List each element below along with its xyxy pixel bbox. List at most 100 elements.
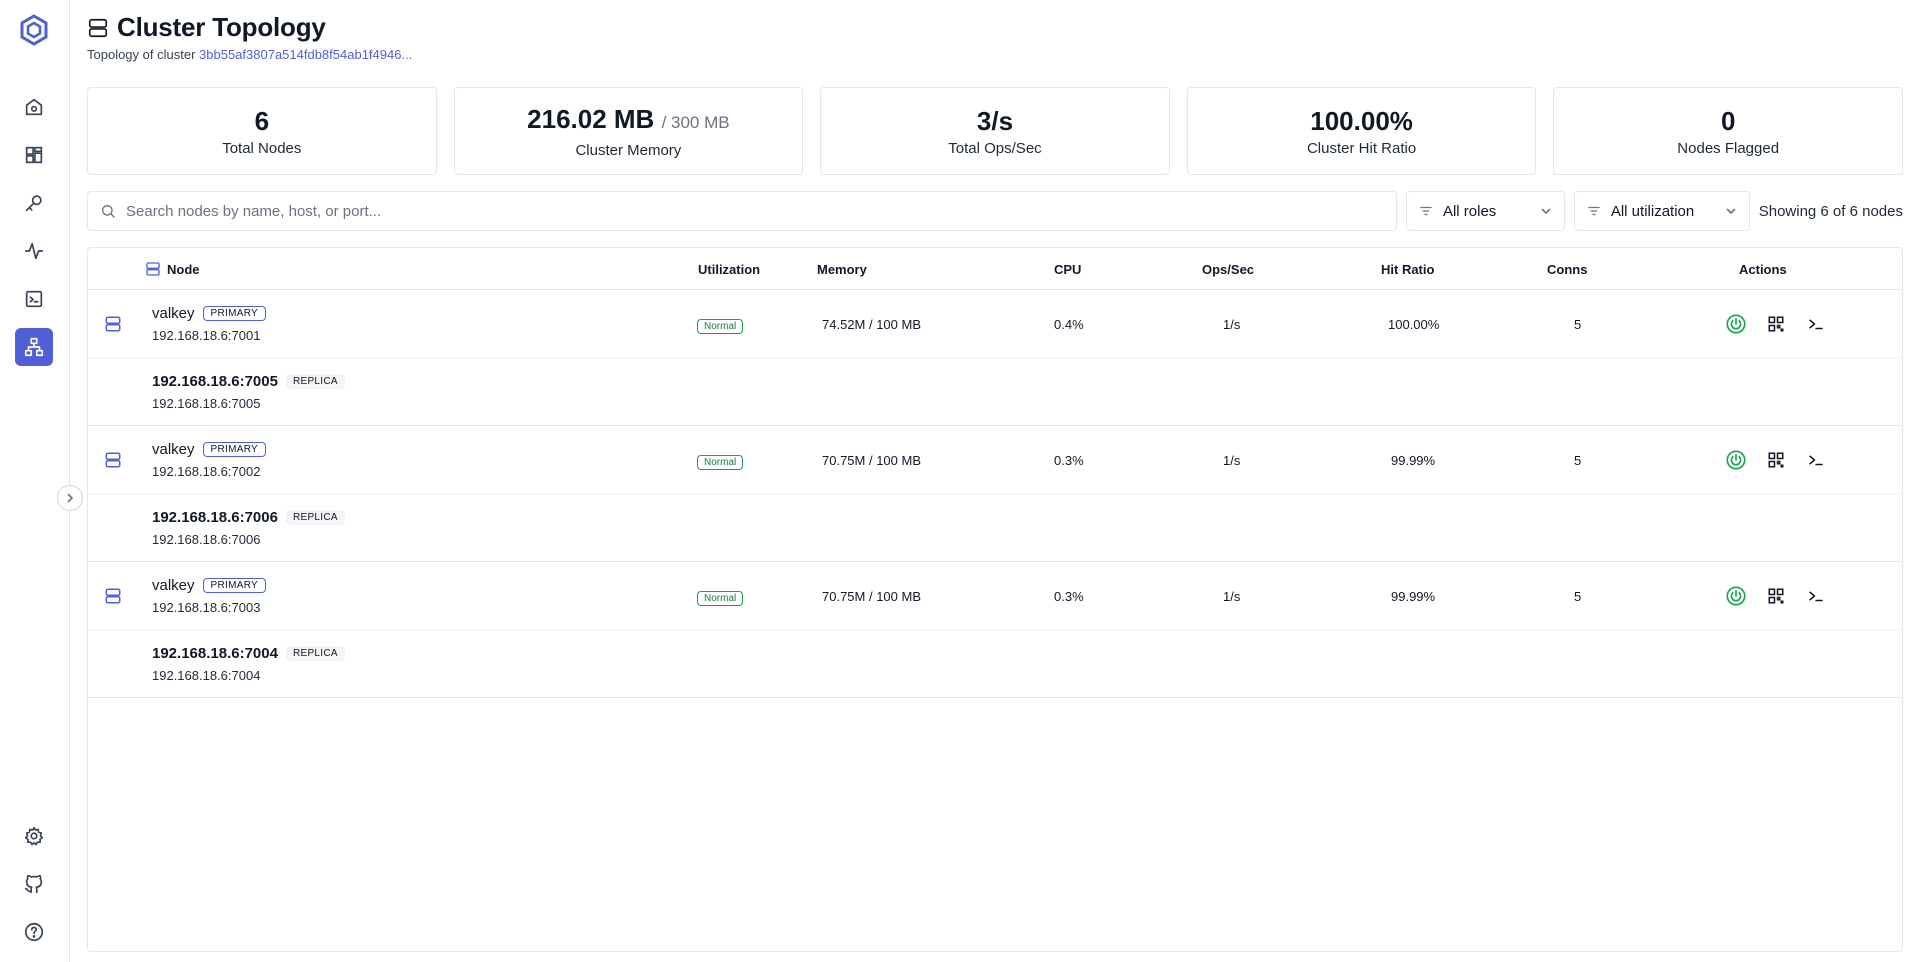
power-button[interactable] <box>1724 312 1748 336</box>
sidebar-item-topology[interactable] <box>15 328 53 366</box>
node-name: valkey <box>152 577 195 594</box>
role-badge-primary: PRIMARY <box>202 442 267 457</box>
server-icon <box>105 452 121 468</box>
node-name: valkey <box>152 441 195 458</box>
stat-value: 6 <box>254 105 270 136</box>
hit-ratio-cell: 99.99% <box>1391 452 1436 468</box>
slots-button[interactable] <box>1764 448 1788 472</box>
header-actions: Actions <box>1739 261 1787 277</box>
power-button[interactable] <box>1724 584 1748 608</box>
header-node[interactable]: Node <box>145 248 200 290</box>
node-host: 192.168.18.6:7005 <box>152 396 261 411</box>
sidebar-item-activity[interactable] <box>15 232 53 270</box>
node-name: 192.168.18.6:7005 <box>152 373 278 390</box>
cpu-cell: 0.4% <box>1054 316 1084 332</box>
stat-label: Cluster Memory <box>575 141 682 159</box>
power-icon <box>1726 314 1746 334</box>
utilization-cell: Normal <box>697 290 744 358</box>
valkey-logo-icon[interactable] <box>16 12 52 48</box>
chevron-down-icon <box>1541 208 1551 215</box>
utilization-badge: Normal <box>697 318 744 334</box>
sidebar-collapse-button[interactable] <box>57 485 83 511</box>
ops-cell: 1/s <box>1223 452 1241 468</box>
hit-ratio-cell: 99.99% <box>1391 588 1436 604</box>
search-input[interactable] <box>126 202 1326 220</box>
console-button[interactable] <box>1804 584 1828 608</box>
page-subtitle: Topology of cluster 3bb55af3807a514fdb8f… <box>87 47 412 62</box>
table-row-primary[interactable]: valkey PRIMARY 192.168.18.6:7003 Normal 7… <box>88 562 1902 630</box>
sidebar-item-keys[interactable] <box>15 184 53 222</box>
console-button[interactable] <box>1804 448 1828 472</box>
stats-row: 6 Total Nodes 216.02 MB / 300 MB Cluster… <box>87 87 1903 175</box>
table-row-replica[interactable]: 192.168.18.6:7005 REPLICA 192.168.18.6:70… <box>88 358 1902 426</box>
slots-button[interactable] <box>1764 312 1788 336</box>
stat-card-total-ops: 3/s Total Ops/Sec <box>820 87 1170 175</box>
stat-label: Total Nodes <box>222 139 302 157</box>
row-server-icon <box>104 562 122 630</box>
table-row-replica[interactable]: 192.168.18.6:7004 REPLICA 192.168.18.6:70… <box>88 630 1902 698</box>
power-button[interactable] <box>1724 448 1748 472</box>
sidebar-item-help[interactable] <box>15 913 53 951</box>
ops-cell: 1/s <box>1223 316 1241 332</box>
conns-cell: 5 <box>1574 452 1582 468</box>
github-icon <box>24 874 43 894</box>
header-ops[interactable]: Ops/Sec <box>1202 261 1255 277</box>
sidebar-item-home[interactable] <box>15 88 53 126</box>
stat-value: 100.00% <box>1310 105 1413 136</box>
stat-label: Nodes Flagged <box>1677 139 1780 157</box>
memory-cell: 74.52M / 100 MB <box>822 316 921 332</box>
role-badge-primary: PRIMARY <box>202 578 267 593</box>
row-server-icon <box>104 426 122 494</box>
header-conns[interactable]: Conns <box>1547 261 1588 277</box>
sidebar-item-github[interactable] <box>15 865 53 903</box>
console-button[interactable] <box>1804 312 1828 336</box>
utilization-select[interactable]: All utilization <box>1573 191 1750 231</box>
slots-button[interactable] <box>1764 584 1788 608</box>
node-name: valkey <box>152 305 195 322</box>
stat-label: Cluster Hit Ratio <box>1306 139 1417 157</box>
table-row-primary[interactable]: valkey PRIMARY 192.168.18.6:7002 Normal 7… <box>88 426 1902 494</box>
actions-cell <box>1724 290 1828 358</box>
utilization-badge: Normal <box>697 590 744 606</box>
header-memory[interactable]: Memory <box>817 261 867 277</box>
node-cell: 192.168.18.6:7006 REPLICA 192.168.18.6:70… <box>152 494 345 562</box>
stat-label: Total Ops/Sec <box>948 139 1042 157</box>
chevron-right-icon <box>67 493 74 503</box>
ops-cell: 1/s <box>1223 588 1241 604</box>
stat-card-total-nodes: 6 Total Nodes <box>87 87 437 175</box>
main-content: Cluster Topology Topology of cluster 3bb… <box>87 0 1903 962</box>
help-icon <box>24 922 44 942</box>
table-row-replica[interactable]: 192.168.18.6:7006 REPLICA 192.168.18.6:70… <box>88 494 1902 562</box>
terminal-icon <box>25 290 43 308</box>
actions-cell <box>1724 562 1828 630</box>
server-icon <box>105 316 121 332</box>
console-icon <box>1809 319 1823 330</box>
header-utilization[interactable]: Utilization <box>698 261 761 277</box>
sidebar-item-terminal[interactable] <box>15 280 53 318</box>
sidebar <box>0 0 70 962</box>
page-header: Cluster Topology Topology of cluster 3bb… <box>87 12 412 62</box>
node-cell: valkey PRIMARY 192.168.18.6:7002 <box>152 426 267 494</box>
search-box[interactable] <box>87 191 1397 231</box>
console-icon <box>1809 591 1823 602</box>
table-row-primary[interactable]: valkey PRIMARY 192.168.18.6:7001 Normal 7… <box>88 290 1902 358</box>
chevron-down-icon <box>1726 208 1736 215</box>
roles-select[interactable]: All roles <box>1405 191 1565 231</box>
table-header: Node Utilization Memory CPU Ops/Sec Hit … <box>88 248 1902 290</box>
node-host: 192.168.18.6:7003 <box>152 600 261 615</box>
utilization-badge: Normal <box>697 454 744 470</box>
header-hit-ratio[interactable]: Hit Ratio <box>1381 261 1435 277</box>
conns-cell: 5 <box>1574 588 1582 604</box>
filter-icon <box>1588 206 1600 216</box>
header-cpu[interactable]: CPU <box>1054 261 1082 277</box>
node-cell: valkey PRIMARY 192.168.18.6:7003 <box>152 562 267 630</box>
sidebar-item-settings[interactable] <box>15 817 53 855</box>
cluster-id-link[interactable]: 3bb55af3807a514fdb8f54ab1f4946... <box>199 47 413 62</box>
cpu-cell: 0.3% <box>1054 588 1084 604</box>
node-cell: valkey PRIMARY 192.168.18.6:7001 <box>152 290 267 358</box>
stat-value: 0 <box>1720 105 1736 136</box>
page-title: Cluster Topology <box>117 12 326 42</box>
sidebar-item-dashboard[interactable] <box>15 136 53 174</box>
conns-cell: 5 <box>1574 316 1582 332</box>
stat-value: 216.02 MB / 300 MB <box>527 103 730 134</box>
